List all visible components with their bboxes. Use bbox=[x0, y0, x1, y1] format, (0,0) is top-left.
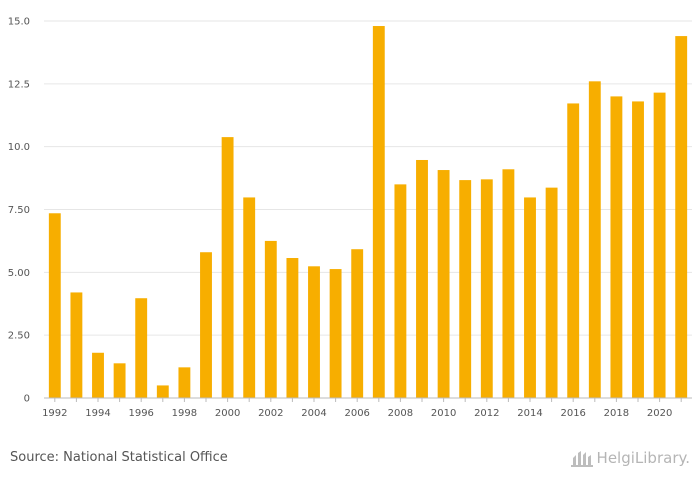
x-tick-label: 2002 bbox=[258, 408, 283, 419]
bars bbox=[48, 26, 688, 399]
bar-2011[interactable] bbox=[459, 180, 472, 398]
bar-2009[interactable] bbox=[416, 159, 428, 398]
gridlines bbox=[44, 20, 692, 336]
y-tick-label: 10.0 bbox=[8, 142, 30, 153]
bar-2005[interactable] bbox=[329, 269, 342, 398]
brand-logo[interactable]: HelgiLibrary. bbox=[570, 449, 690, 467]
x-tick-label: 2016 bbox=[560, 408, 585, 419]
x-tick-label: 1992 bbox=[42, 408, 67, 419]
bar-2001[interactable] bbox=[243, 197, 256, 398]
source-note: Source: National Statistical Office bbox=[10, 450, 228, 465]
bar-1992[interactable] bbox=[48, 213, 61, 398]
x-tick-label: 2006 bbox=[344, 408, 369, 419]
bar-2003[interactable] bbox=[286, 258, 299, 398]
x-tick-label: 2004 bbox=[301, 408, 326, 419]
bar-2010[interactable] bbox=[437, 170, 450, 398]
bar-1995[interactable] bbox=[113, 363, 126, 398]
x-tick-label: 2020 bbox=[647, 408, 672, 419]
bar-2007[interactable] bbox=[372, 26, 385, 398]
bar-2017[interactable] bbox=[588, 81, 601, 398]
y-tick-label: 0 bbox=[24, 394, 30, 405]
bar-1997[interactable] bbox=[156, 385, 169, 398]
brand-name: HelgiLibrary. bbox=[596, 449, 690, 467]
y-tick-label: 2.50 bbox=[8, 331, 30, 342]
bar-2008[interactable] bbox=[394, 184, 407, 398]
y-tick-label: 12.5 bbox=[8, 79, 30, 90]
bar-2014[interactable] bbox=[524, 197, 536, 398]
bar-2015[interactable] bbox=[545, 187, 558, 398]
x-tick-label: 2008 bbox=[388, 408, 413, 419]
bar-2012[interactable] bbox=[480, 179, 493, 398]
bar-2013[interactable] bbox=[502, 169, 515, 398]
x-tick-label: 2018 bbox=[604, 408, 629, 419]
bar-1999[interactable] bbox=[200, 252, 212, 398]
x-tick-label: 1994 bbox=[85, 408, 110, 419]
x-tick-label: 1998 bbox=[172, 408, 197, 419]
x-axis-tick-labels: 1992 1994 1996 1998 2000 2002 2004 2006 2008 2010… bbox=[42, 398, 682, 419]
bar-2002[interactable] bbox=[264, 240, 277, 398]
bar-1993[interactable] bbox=[70, 292, 83, 398]
y-tick-label: 7.50 bbox=[8, 205, 30, 216]
x-tick-label: 2010 bbox=[431, 408, 456, 419]
x-tick-label: 2014 bbox=[517, 408, 542, 419]
bar-1994[interactable] bbox=[92, 352, 104, 398]
bar-2004[interactable] bbox=[308, 266, 320, 398]
bar-1996[interactable] bbox=[135, 298, 148, 398]
y-tick-label: 5.00 bbox=[8, 268, 30, 279]
y-tick-label: 15.0 bbox=[8, 17, 30, 28]
bar-2000[interactable] bbox=[221, 137, 234, 398]
library-logo-icon bbox=[570, 451, 593, 467]
bar-2016[interactable] bbox=[567, 103, 580, 399]
bar-2019[interactable] bbox=[632, 101, 644, 398]
x-tick-label: 1996 bbox=[128, 408, 153, 419]
bar-2021[interactable] bbox=[675, 36, 688, 399]
bar-2018[interactable] bbox=[610, 96, 623, 399]
x-tick-label: 2000 bbox=[215, 408, 240, 419]
bar-2006[interactable] bbox=[351, 249, 364, 398]
bar-1998[interactable] bbox=[178, 367, 191, 398]
bar-2020[interactable] bbox=[653, 92, 666, 398]
x-tick-label: 2012 bbox=[474, 408, 499, 419]
y-axis-tick-labels: 0 2.50 5.00 7.50 10.0 12.5 15.0 bbox=[8, 17, 30, 405]
